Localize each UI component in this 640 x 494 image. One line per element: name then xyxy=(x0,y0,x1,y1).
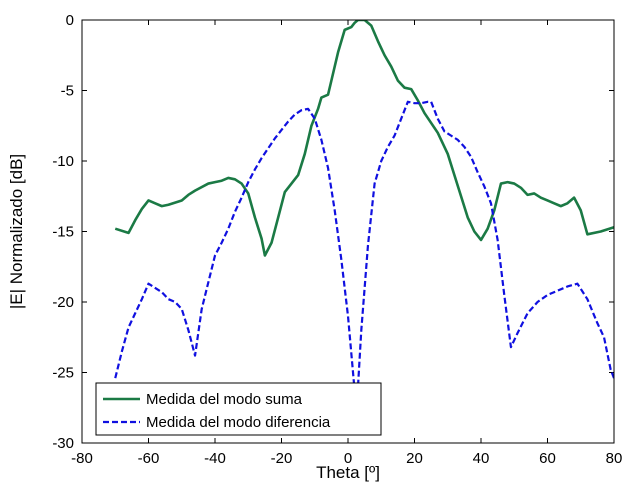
x-axis-label: Theta [º] xyxy=(316,463,380,482)
x-tick-label: 40 xyxy=(473,450,490,467)
y-axis-label: |E| Normalizado [dB] xyxy=(7,154,26,309)
legend-box xyxy=(95,382,382,436)
x-tick-label: 0 xyxy=(344,450,352,467)
x-tick-label: -80 xyxy=(71,450,93,467)
y-tick-label: -15 xyxy=(52,224,74,241)
y-tick-label: -10 xyxy=(52,153,74,170)
axes-box xyxy=(81,19,615,444)
ticks-layer: -80 -60 -40 -20 0 20 40 60 80 0 -5 -10 -15 -20 -25 -30 xyxy=(52,12,622,467)
x-tick-label: -40 xyxy=(204,450,226,467)
x-tick-label: -60 xyxy=(138,450,160,467)
x-tick-label: 20 xyxy=(406,450,423,467)
y-tick-label: -30 xyxy=(52,435,74,452)
legend-label-suma: Medida del modo suma xyxy=(146,391,303,408)
x-tick-label: 80 xyxy=(606,450,623,467)
x-tick-label: 60 xyxy=(539,450,556,467)
legend: Medida del modo suma Medida del modo dif… xyxy=(95,382,382,436)
legend-label-diferencia: Medida del modo diferencia xyxy=(146,414,331,431)
y-tick-label: -25 xyxy=(52,365,74,382)
x-tick-label: -20 xyxy=(271,450,293,467)
y-tick-label: -5 xyxy=(61,83,74,100)
y-tick-label: -20 xyxy=(52,294,74,311)
y-tick-label: 0 xyxy=(66,12,74,29)
series-line-suma xyxy=(114,20,614,257)
